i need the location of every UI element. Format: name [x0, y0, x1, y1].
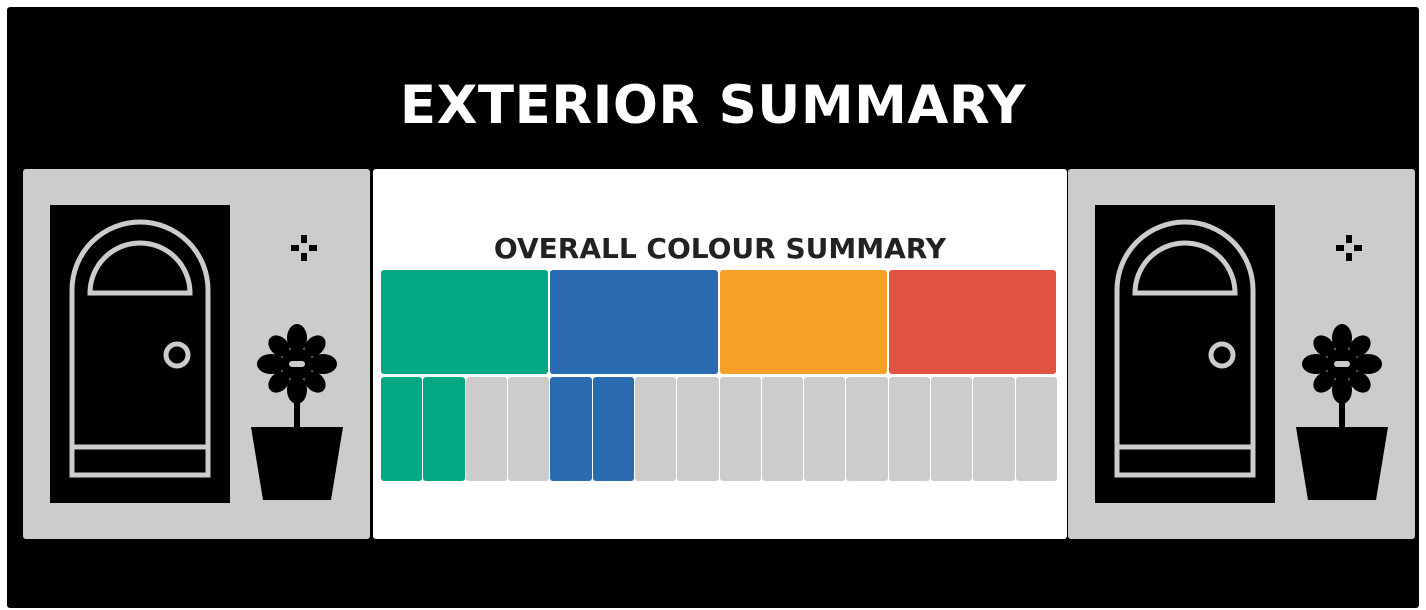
- colour-segment: [1015, 377, 1057, 481]
- colour-segment: [423, 377, 465, 481]
- colour-summary-title: OVERALL COLOUR SUMMARY: [493, 232, 947, 265]
- colour-category-block: [550, 270, 718, 374]
- colour-segment: [550, 377, 592, 481]
- colour-segment: [888, 377, 931, 481]
- colour-summary-panel: OVERALL COLOUR SUMMARY: [373, 169, 1067, 539]
- colour-segment: [804, 377, 846, 481]
- colour-segment: [465, 377, 507, 481]
- plant-icon: [251, 324, 343, 500]
- door-icon: [1095, 205, 1275, 503]
- left-decor-panel: [23, 169, 370, 539]
- colour-segment: [381, 377, 423, 481]
- page-title: EXTERIOR SUMMARY: [399, 75, 1027, 136]
- colour-segment-row: [381, 377, 1058, 481]
- colour-segment: [592, 377, 634, 481]
- plant-icon: [1296, 324, 1388, 500]
- colour-category-row: [381, 270, 1058, 374]
- colour-segment: [677, 377, 719, 481]
- colour-category-block: [719, 270, 887, 374]
- colour-segment: [931, 377, 973, 481]
- colour-segment: [761, 377, 804, 481]
- colour-segment: [719, 377, 761, 481]
- sparkle-icon: [1336, 235, 1362, 261]
- sparkle-icon: [291, 235, 317, 261]
- colour-category-block: [888, 270, 1056, 374]
- colour-category-block: [381, 270, 549, 374]
- colour-segment: [507, 377, 550, 481]
- door-icon: [50, 205, 230, 503]
- right-decor-panel: [1068, 169, 1415, 539]
- exterior-summary-frame: EXTERIOR SUMMARY: [7, 7, 1419, 608]
- colour-segment: [634, 377, 677, 481]
- colour-segment: [973, 377, 1015, 481]
- colour-segment: [846, 377, 888, 481]
